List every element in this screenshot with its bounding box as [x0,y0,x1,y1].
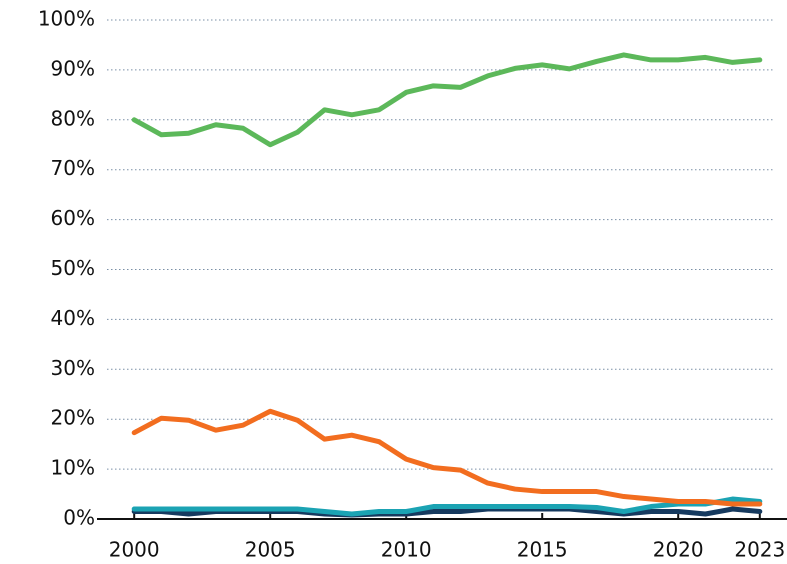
x-tick-label: 2010 [381,538,432,562]
series-line [131,52,763,148]
x-tick-label: 2000 [109,538,160,562]
series-line [131,408,763,507]
y-tick-label: 90% [51,56,95,80]
y-tick-label: 80% [51,106,95,130]
y-tick-label: 30% [51,356,95,380]
y-tick-label: 60% [51,206,95,230]
series-line [131,496,763,517]
y-tick-label: 0% [63,506,95,530]
y-tick-label: 20% [51,406,95,430]
x-tick-label: 2015 [517,538,568,562]
y-tick-label: 50% [51,256,95,280]
x-tick-label: 2023 [734,538,785,562]
y-tick-label: 70% [51,156,95,180]
y-tick-label: 10% [51,456,95,480]
y-tick-label: 100% [38,7,95,31]
y-tick-label: 40% [51,306,95,330]
x-tick-label: 2005 [245,538,296,562]
x-tick-label: 2020 [653,538,704,562]
